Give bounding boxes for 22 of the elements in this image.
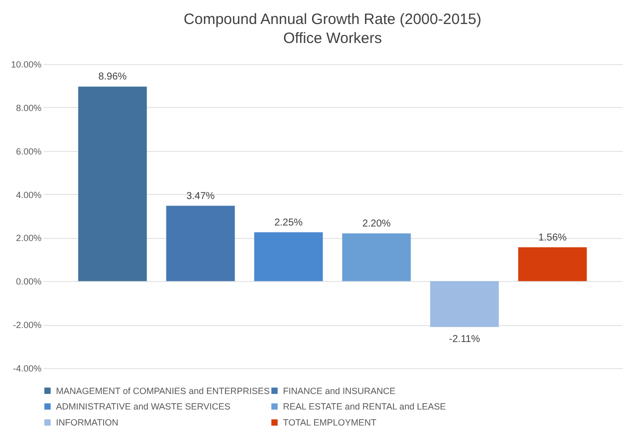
y-tick-label: 6.00% [16, 146, 42, 156]
data-label: 1.56% [538, 232, 567, 244]
legend-label: ADMINISTRATIVE and WASTE SERVICES [56, 402, 230, 412]
data-label: -2.11% [449, 334, 480, 345]
legend-label: FINANCE and INSURANCE [283, 386, 396, 396]
legend-label: REAL ESTATE and RENTAL and LEASE [283, 402, 446, 412]
data-label: 8.96% [98, 72, 127, 83]
chart-title: Compound Annual Growth Rate (2000-2015) [184, 11, 482, 28]
legend-label: INFORMATION [56, 418, 118, 428]
y-tick-label: 2.00% [16, 233, 42, 244]
legend-label: TOTAL EMPLOYMENT [283, 418, 377, 428]
data-label: 2.20% [362, 218, 391, 230]
data-label: 2.25% [274, 217, 303, 228]
y-tick-label: -4.00% [12, 364, 42, 374]
data-label: 3.47% [186, 190, 215, 202]
chart-subtitle: Office Workers [283, 30, 382, 47]
y-tick-label: 8.00% [16, 102, 42, 113]
legend-label: MANAGEMENT of COMPANIES and ENTERPRISES [56, 386, 270, 396]
y-tick-label: 10.00% [10, 60, 42, 70]
y-tick-label: -2.00% [12, 320, 42, 330]
y-tick-label: 4.00% [16, 190, 42, 200]
y-tick-label: 0.00% [16, 276, 42, 287]
